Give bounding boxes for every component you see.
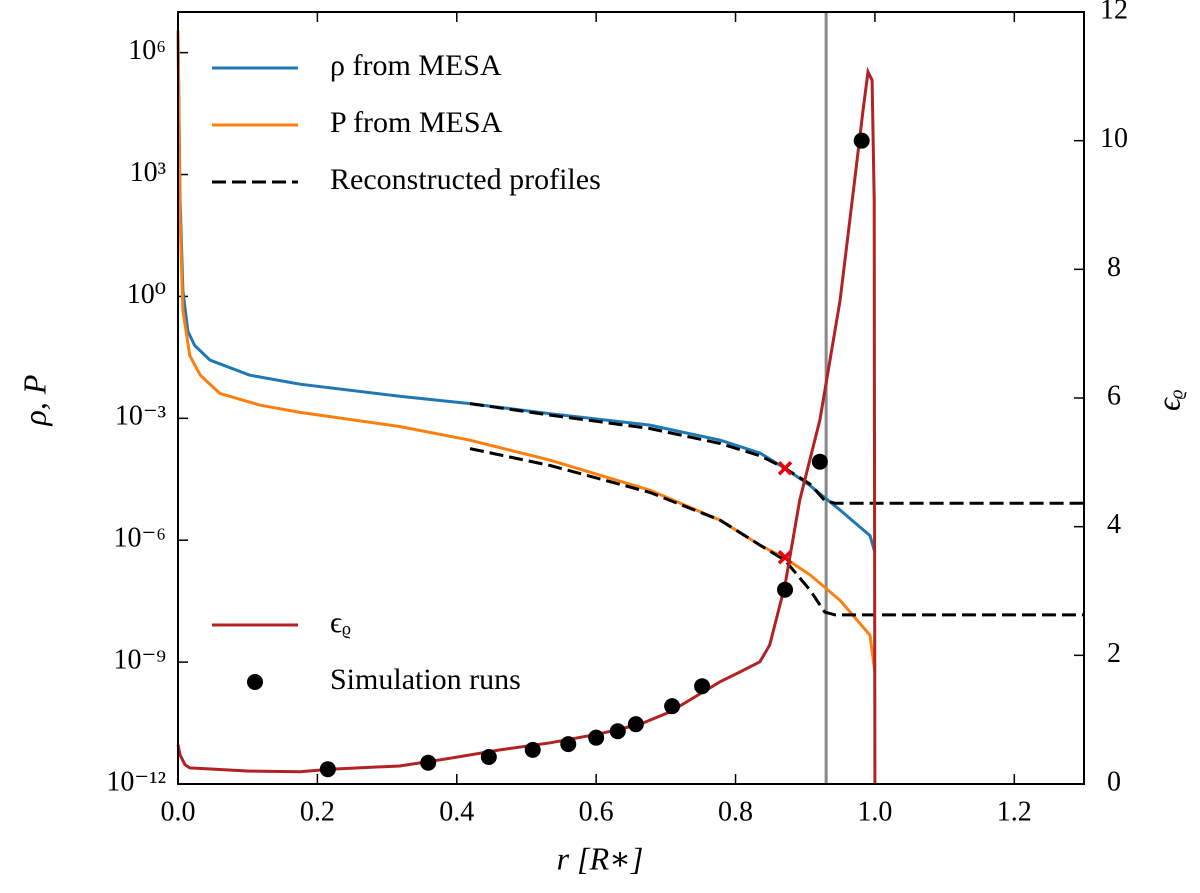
legend-label: Reconstructed profiles: [330, 163, 601, 196]
y-axis-label: ρ, P: [16, 375, 52, 427]
y2-tick-label: 2: [1107, 638, 1121, 669]
x-tick-label: 0.8: [718, 796, 753, 827]
y2-tick-label: 4: [1107, 509, 1121, 540]
simulation-point: [319, 761, 336, 778]
line: [469, 402, 1084, 505]
x-tick-label: 1.0: [857, 796, 892, 827]
y-tick-label: 10³: [130, 157, 166, 188]
y-tick-label: 10⁻³: [115, 401, 166, 432]
y2-tick-label: 10: [1100, 123, 1128, 154]
legend-label: P from MESA: [330, 106, 503, 139]
simulation-point: [694, 678, 711, 695]
y2-tick-label: 8: [1107, 252, 1121, 283]
simulation-point: [609, 723, 626, 740]
x-tick-label: 0.6: [579, 796, 614, 827]
y-tick-label: 10⁻⁶: [113, 523, 166, 554]
y2-tick-label: 6: [1107, 380, 1121, 411]
y-tick-label: 10⁶: [128, 35, 166, 66]
line: [469, 447, 1084, 617]
y-tick-label: 10⁻⁹: [113, 645, 166, 676]
y2-tick-label: 12: [1100, 0, 1128, 25]
simulation-point: [480, 748, 497, 765]
x-tick-label: 0.0: [161, 796, 196, 827]
x-tick-label: 1.2: [997, 796, 1032, 827]
x-axis-label: r [R∗]: [557, 840, 644, 876]
simulation-point: [664, 698, 681, 715]
simulation-point: [524, 741, 541, 758]
simulation-point: [811, 453, 828, 470]
y2-tick-label: 0: [1107, 766, 1121, 797]
simulation-point: [777, 581, 794, 598]
simulation-point: [420, 754, 437, 771]
plot-frame: [177, 11, 1085, 785]
legend-label: ϵᵨ: [330, 606, 351, 639]
x-tick-label: 0.4: [439, 796, 474, 827]
x-tick-label: 0.2: [300, 796, 335, 827]
y-tick-label: 10⁻¹²: [106, 766, 166, 797]
simulation-point: [853, 132, 870, 149]
legend-marker: [247, 674, 263, 690]
line: [176, 30, 877, 673]
cross-marker: [777, 461, 793, 476]
y-tick-label: 10⁰: [127, 279, 166, 310]
y2-axis-label: ϵᵨ: [1150, 389, 1186, 411]
legend-label: ρ from MESA: [330, 49, 502, 82]
legend-label: Simulation runs: [330, 663, 521, 696]
simulation-point: [560, 736, 577, 753]
line: [176, 30, 877, 553]
simulation-point: [627, 716, 644, 733]
simulation-point: [588, 729, 605, 746]
